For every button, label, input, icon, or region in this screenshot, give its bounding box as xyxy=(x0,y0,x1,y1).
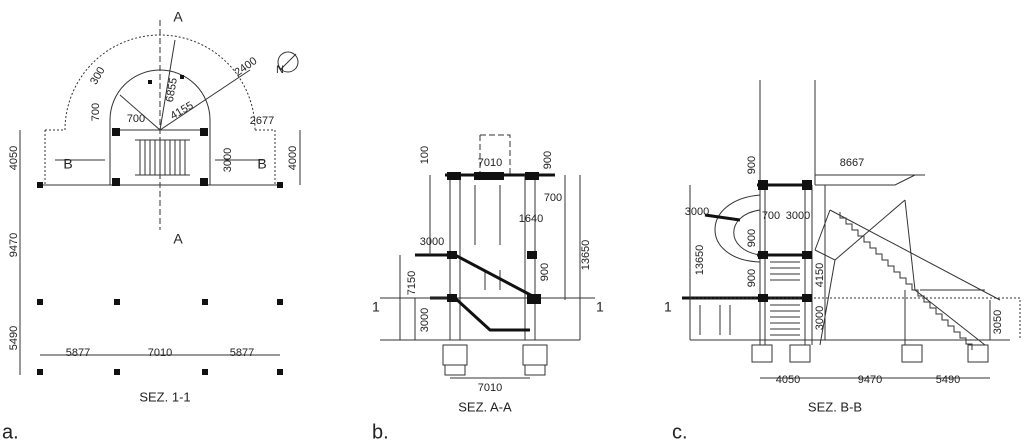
dimension: 13650 xyxy=(580,240,592,271)
curved-wall xyxy=(714,194,761,263)
north-arrow xyxy=(277,51,299,73)
section-marker: A xyxy=(173,9,183,25)
foundations xyxy=(751,344,989,363)
dimension: 900 xyxy=(746,269,758,287)
dimension: 7010 xyxy=(478,157,502,169)
dimension: 900 xyxy=(539,263,551,281)
dimension: 3000 xyxy=(685,206,709,218)
dimension: 900 xyxy=(542,151,554,169)
section-marker: B xyxy=(257,156,266,172)
caption: SEZ. A-A xyxy=(458,399,512,414)
cantilever xyxy=(704,213,741,222)
panel-a: N A A B B 300 6855 2400 700 700 4155 267… xyxy=(2,9,301,443)
dim-lines xyxy=(19,130,301,375)
north-label: N xyxy=(276,64,284,76)
dimension: 4000 xyxy=(287,146,299,170)
panel-label: c. xyxy=(672,421,688,443)
dimension: 4050 xyxy=(776,374,800,386)
columns xyxy=(447,172,541,304)
stair-steps xyxy=(839,212,973,350)
section-marker: B xyxy=(63,156,72,172)
dimension: 3000 xyxy=(786,210,810,222)
caption: SEZ. 1-1 xyxy=(139,389,190,404)
dimension: 3000 xyxy=(419,308,431,332)
roof-walkway xyxy=(815,174,925,186)
dim-lines xyxy=(399,175,581,379)
panel-b: 100 7010 900 700 1640 3000 13650 900 715… xyxy=(372,134,604,443)
arc xyxy=(64,34,256,131)
outline xyxy=(44,129,276,185)
dimension: 3000 xyxy=(222,148,234,172)
dimension: 13650 xyxy=(694,245,706,276)
stair-treads xyxy=(135,139,190,176)
section-marker: 1 xyxy=(664,299,672,315)
dimension: 1640 xyxy=(519,213,543,225)
ramp-structure xyxy=(814,199,1001,346)
dimension: 3000 xyxy=(420,236,444,248)
dimension: 7010 xyxy=(478,382,502,394)
panel-label: b. xyxy=(372,421,389,443)
dimension: 100 xyxy=(419,146,431,164)
dimension: 900 xyxy=(746,156,758,174)
section-marker: A xyxy=(173,231,183,247)
panel-c: 900 8667 3000 700 3000 900 13650 900 415… xyxy=(664,80,1021,443)
section-lines xyxy=(380,297,595,341)
roof-outline xyxy=(479,134,511,175)
dimension: 700 xyxy=(127,113,145,125)
dimension: 6855 xyxy=(164,77,180,103)
dimension: 5490 xyxy=(8,326,20,350)
dimension: 7010 xyxy=(148,347,172,359)
dimension: 9470 xyxy=(858,374,882,386)
stair-treads xyxy=(699,261,800,336)
columns xyxy=(37,75,283,375)
columns xyxy=(758,180,812,302)
dimension: 5877 xyxy=(230,347,254,359)
dimension: 2677 xyxy=(250,115,274,127)
dim-lines xyxy=(689,185,1010,379)
section-marker: 1 xyxy=(372,299,380,315)
dimension: 3050 xyxy=(992,310,1004,334)
dimension: 900 xyxy=(746,229,758,247)
dimension: 8667 xyxy=(840,157,864,169)
dimension: 3000 xyxy=(814,306,826,330)
section-outline xyxy=(690,297,1021,340)
dimension: 5490 xyxy=(936,374,960,386)
dimension: 4150 xyxy=(814,263,826,287)
dimension: 5877 xyxy=(66,347,90,359)
section-marker: 1 xyxy=(596,299,604,315)
north-arrow xyxy=(279,53,297,71)
dimension: 9470 xyxy=(8,233,20,257)
dimension: 300 xyxy=(88,65,108,87)
dimension: 700 xyxy=(544,192,562,204)
panel-label: a. xyxy=(2,421,19,443)
dimension: 700 xyxy=(90,103,102,121)
stair-flights xyxy=(415,253,541,332)
dimension: 700 xyxy=(762,210,780,222)
tower xyxy=(759,80,816,345)
foundations xyxy=(442,344,548,376)
caption: SEZ. B-B xyxy=(808,399,862,414)
dimension: 2400 xyxy=(232,55,259,79)
radius-lines xyxy=(119,39,251,131)
dimension: 4050 xyxy=(8,146,20,170)
dimension: 7150 xyxy=(406,271,418,295)
